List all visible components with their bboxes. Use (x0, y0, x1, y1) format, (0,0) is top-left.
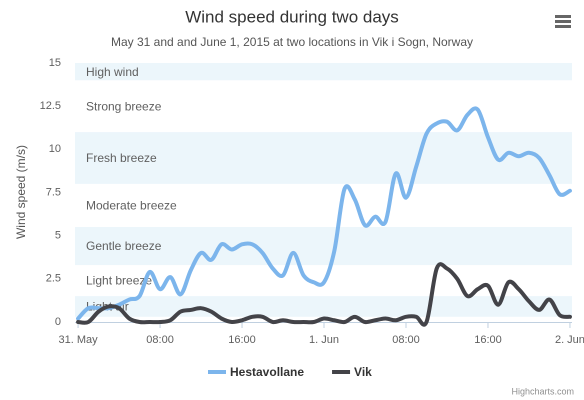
plot-band-label: Strong breeze (86, 99, 162, 113)
plot-band (75, 296, 572, 317)
y-tick-label: 0 (55, 316, 61, 328)
plot-band-label: Fresh breeze (86, 151, 157, 165)
chart-subtitle: May 31 and and June 1, 2015 at two locat… (111, 35, 473, 49)
legend-item[interactable]: Hestavollane (208, 365, 304, 379)
x-tick-label: 08:00 (392, 334, 420, 346)
legend-label: Vik (354, 365, 372, 379)
plot-band-label: High wind (86, 65, 139, 79)
menu-button[interactable] (555, 15, 571, 28)
plot-band (75, 63, 572, 81)
x-tick-label: 16:00 (228, 334, 256, 346)
x-tick-label: 1. Jun (309, 334, 339, 346)
plot-band-label: Moderate breeze (86, 199, 177, 213)
x-tick-label: 31. May (59, 334, 99, 346)
x-tick-label: 16:00 (474, 334, 502, 346)
y-tick-label: 7.5 (46, 186, 61, 198)
menu-bar (555, 25, 571, 28)
y-tick-label: 12.5 (40, 100, 61, 112)
legend-item[interactable]: Vik (332, 365, 372, 379)
y-tick-label: 15 (49, 57, 61, 69)
y-tick-label: 10 (49, 143, 61, 155)
menu-bar (555, 20, 571, 23)
series-line (76, 262, 572, 327)
plot-band-label: Light breeze (86, 274, 152, 288)
chart-title: Wind speed during two days (185, 7, 399, 26)
x-tick-label: 08:00 (146, 334, 174, 346)
plot-band-label: Gentle breeze (86, 239, 162, 253)
x-tick-label: 2. Jun (555, 334, 584, 346)
y-tick-label: 2.5 (46, 273, 61, 285)
legend-label: Hestavollane (230, 365, 304, 379)
menu-bar (555, 15, 571, 18)
series-line (76, 106, 572, 321)
y-axis-title: Wind speed (m/s) (14, 145, 28, 239)
plot-band (75, 227, 572, 266)
credits: Highcharts.com (511, 386, 574, 396)
y-tick-label: 5 (55, 230, 61, 242)
